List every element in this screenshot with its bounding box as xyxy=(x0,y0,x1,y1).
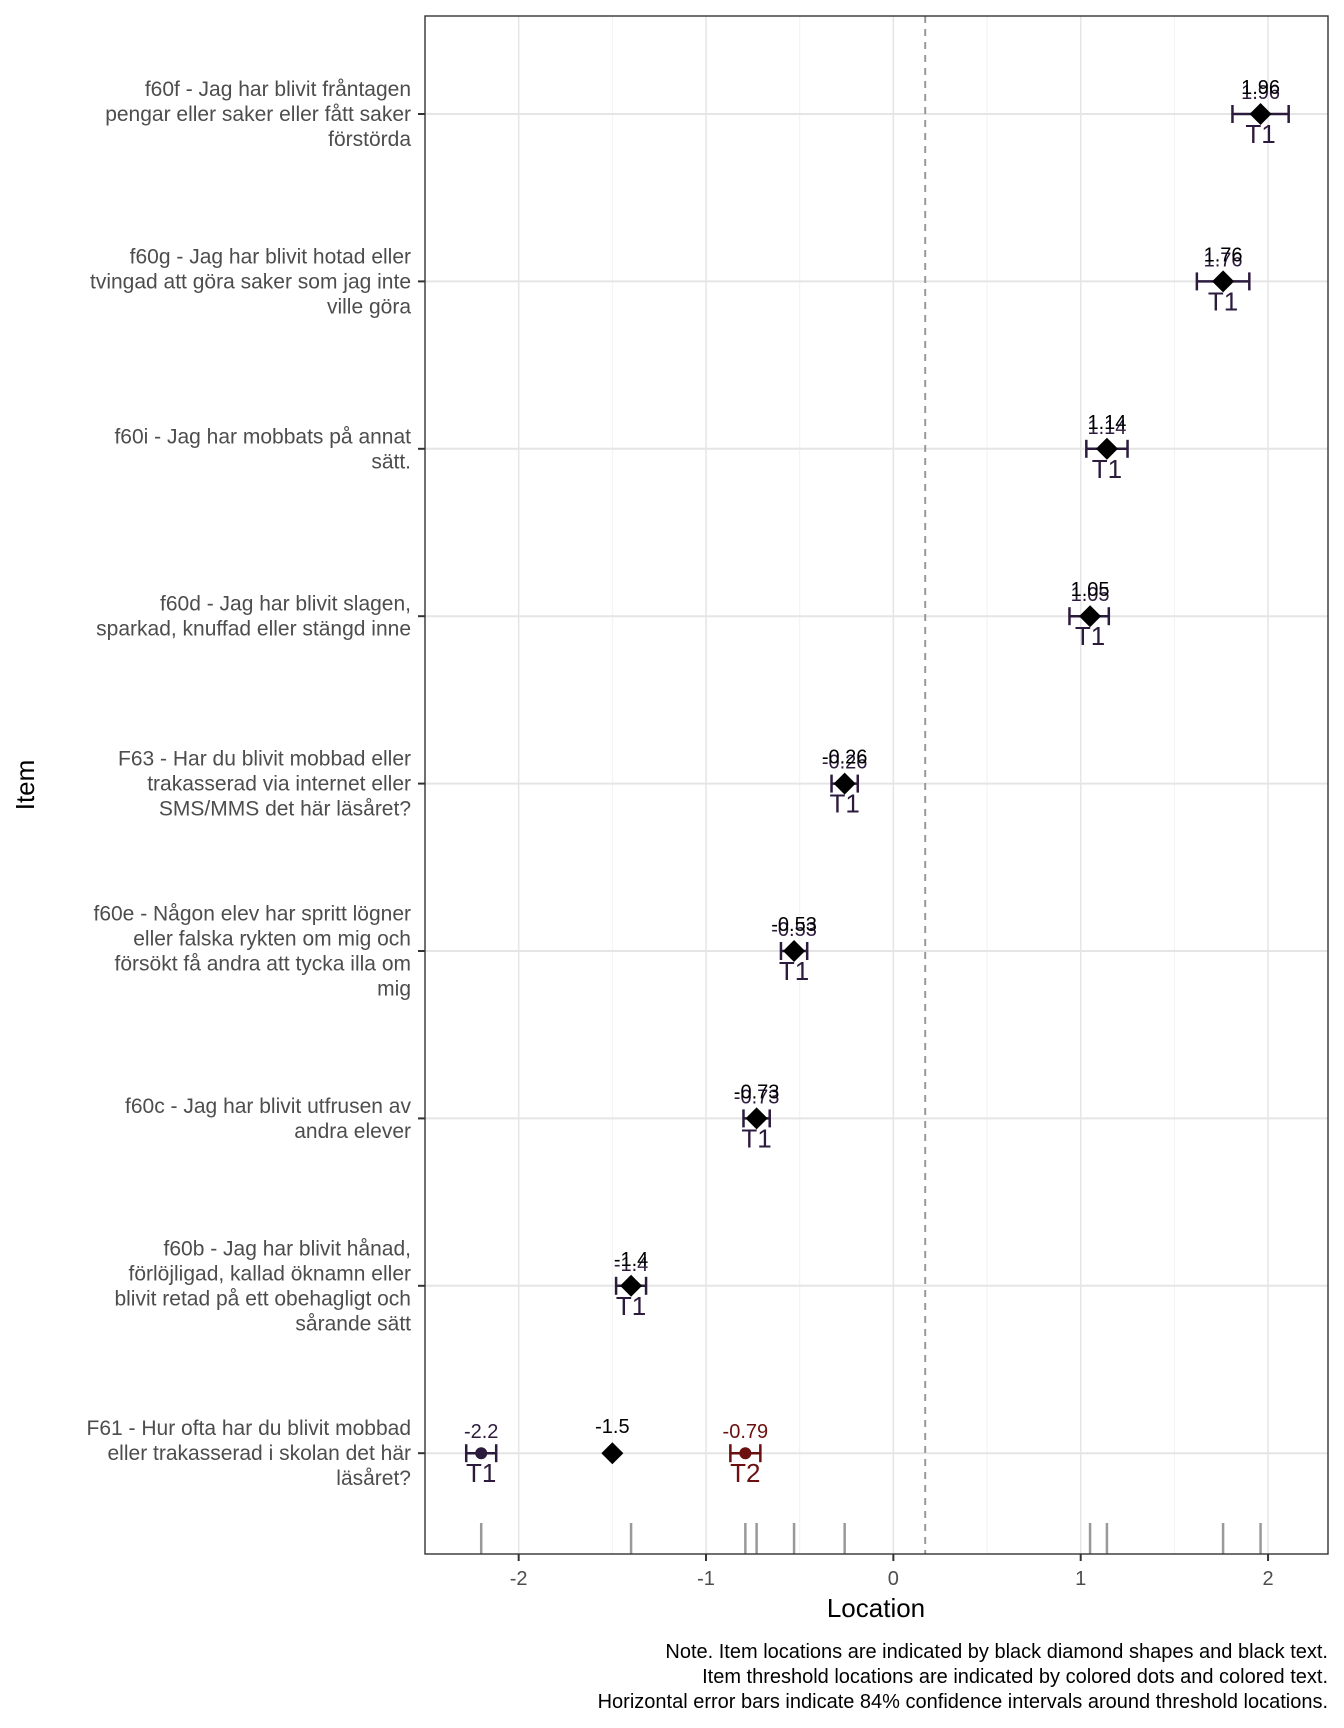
y-tick-label: f60f - Jag har blivit fråntagen xyxy=(145,78,411,101)
y-tick-label: f60i - Jag har mobbats på annat xyxy=(114,425,411,448)
y-tick-label: mig xyxy=(377,978,411,1001)
y-tick-label: pengar eller saker eller fått saker xyxy=(105,103,411,126)
threshold-dot xyxy=(475,1447,488,1460)
caption-note: Note. Item locations are indicated by bl… xyxy=(598,1641,1328,1713)
item-location-diamond xyxy=(1079,605,1102,628)
y-tick-label: sätt. xyxy=(371,450,411,473)
y-tick-label: blivit retad på ett obehagligt och xyxy=(114,1287,411,1310)
threshold-value-label: 1.96 xyxy=(1241,82,1280,104)
item-location-label: 1.05 xyxy=(1071,579,1110,601)
plot-panel xyxy=(425,16,1328,1554)
y-tick-label: F61 - Hur ofta har du blivit mobbad xyxy=(87,1417,412,1440)
item-location-diamond xyxy=(1095,437,1118,460)
y-tick-label: förlöjligad, kallad öknamn eller xyxy=(129,1262,412,1285)
x-axis-title: Location xyxy=(827,1593,925,1623)
threshold-value-label: 1.05 xyxy=(1071,584,1110,606)
item-location-diamond xyxy=(783,940,806,962)
threshold-name-label: T1 xyxy=(466,1458,496,1488)
y-tick-label: försökt få andra att tycka illa om xyxy=(115,953,411,976)
item-group: -2.2 T1 -0.79 T2 -1.5 xyxy=(464,1416,768,1488)
y-tick-label: sparkad, knuffad eller stängd inne xyxy=(96,618,411,641)
item-location-diamond xyxy=(833,772,856,795)
y-tick-label: f60b - Jag har blivit hånad, xyxy=(164,1237,412,1260)
x-tick-label: 0 xyxy=(888,1568,899,1590)
y-tick-label: f60c - Jag har blivit utfrusen av xyxy=(125,1095,411,1118)
x-tick-label: -1 xyxy=(697,1568,715,1590)
item-location-label: -0.73 xyxy=(734,1081,780,1103)
y-tick-label: ville göra xyxy=(327,295,411,318)
item-location-label: -0.53 xyxy=(771,914,817,936)
item-location-label: 1.76 xyxy=(1204,244,1243,266)
y-tick-label: SMS/MMS det här läsåret? xyxy=(159,798,411,821)
y-tick-label: sårande sätt xyxy=(295,1312,411,1335)
item-location-label: -0.26 xyxy=(822,747,868,769)
threshold-value-label: -1.4 xyxy=(614,1254,648,1276)
item-group: -1.4T1-1.4 xyxy=(614,1249,648,1321)
item-location-diamond xyxy=(1212,270,1235,293)
note-line: Note. Item locations are indicated by bl… xyxy=(665,1641,1328,1663)
x-axis: -2 -1 0 1 2 xyxy=(510,1554,1274,1590)
threshold-value-label: 1.14 xyxy=(1087,417,1126,439)
y-tick-label: andra elever xyxy=(294,1120,411,1143)
item-location-diamond xyxy=(1249,103,1272,125)
y-tick-label: f60g - Jag har blivit hotad eller xyxy=(130,245,411,268)
y-tick-label: eller trakasserad i skolan det här xyxy=(108,1442,412,1465)
item-location-diamond xyxy=(745,1107,768,1130)
threshold-value-label: 1.76 xyxy=(1204,249,1243,271)
threshold-dot xyxy=(739,1447,752,1460)
threshold-value-label: -0.79 xyxy=(723,1421,769,1443)
item-location-label: 1.96 xyxy=(1241,77,1280,99)
y-tick-label: läsåret? xyxy=(336,1467,411,1490)
y-tick-label: f60e - Någon elev har spritt lögner xyxy=(93,903,411,926)
note-line: Item threshold locations are indicated b… xyxy=(702,1666,1328,1688)
threshold-value-label: -0.53 xyxy=(771,919,817,941)
y-tick-label: F63 - Har du blivit mobbad eller xyxy=(118,748,411,771)
y-tick-label: trakasserad via internet eller xyxy=(147,773,411,796)
threshold-name-label: T2 xyxy=(730,1458,760,1488)
y-tick-label: tvingad att göra saker som jag inte xyxy=(90,270,411,293)
y-axis-title: Item xyxy=(10,760,40,811)
item-location-diamond xyxy=(601,1442,624,1465)
y-tick-label: förstörda xyxy=(328,128,411,151)
item-location-label: 1.14 xyxy=(1087,412,1126,434)
item-location-diamond xyxy=(620,1274,643,1297)
y-tick-label: f60d - Jag har blivit slagen, xyxy=(160,593,411,616)
threshold-value-label: -0.26 xyxy=(822,752,868,774)
plot-border xyxy=(424,15,1329,1555)
y-tick-label: eller falska rykten om mig och xyxy=(133,928,411,951)
threshold-value-label: -0.73 xyxy=(734,1086,780,1108)
item-location-label: -1.4 xyxy=(614,1249,648,1271)
x-tick-label: 2 xyxy=(1262,1568,1273,1590)
x-tick-label: -2 xyxy=(510,1568,528,1590)
grid-lines xyxy=(424,16,1328,1554)
threshold-value-label: -2.2 xyxy=(464,1421,498,1443)
item-location-label: -1.5 xyxy=(595,1416,629,1438)
x-tick-label: 1 xyxy=(1075,1568,1086,1590)
data-marks: 1.96T11.961.76T11.761.14T11.141.05T11.05… xyxy=(464,16,1290,1554)
note-line: Horizontal error bars indicate 84% confi… xyxy=(598,1691,1328,1713)
